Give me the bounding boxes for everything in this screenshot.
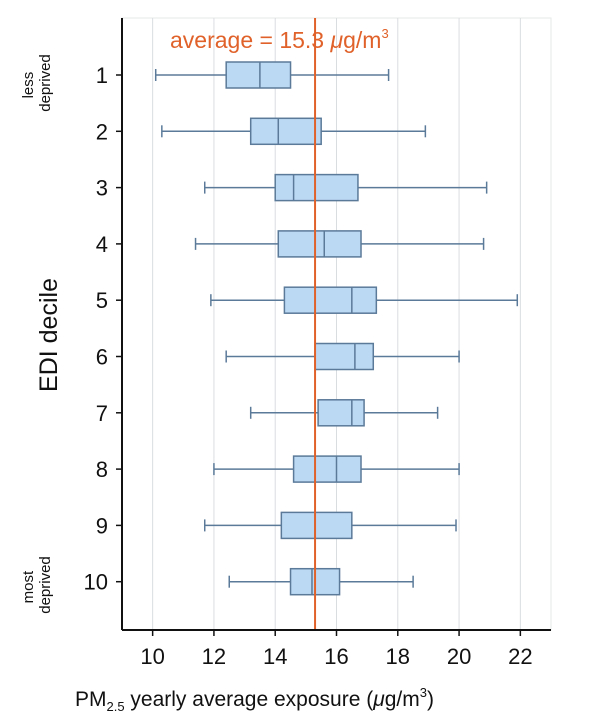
box-3	[274, 173, 359, 202]
y-tick-label-6: 6	[96, 345, 108, 370]
side-label-bottom: most deprived	[20, 556, 54, 614]
side-label-bottom-line1: most	[20, 570, 37, 603]
box-7	[317, 399, 365, 427]
side-label-top: less deprived	[20, 54, 54, 112]
x-label-mu: μ	[372, 688, 385, 711]
box-9	[280, 511, 353, 540]
box-group-7	[249, 399, 439, 427]
average-label-unit: g/m	[343, 27, 381, 53]
side-label-bottom-line2: deprived	[37, 556, 54, 614]
x-label-unit: g/m	[385, 688, 420, 711]
x-tick-label-18: 18	[386, 644, 410, 669]
x-axis-label: PM2.5 yearly average exposure (μg/m3)	[75, 685, 434, 714]
average-label: average = 15.3 μg/m3	[170, 26, 389, 53]
x-label-subscript: 2.5	[107, 699, 125, 714]
x-label-sup: 3	[420, 685, 427, 700]
y-tick-label-3: 3	[96, 176, 108, 201]
x-label-prefix: PM	[75, 688, 107, 711]
box-group-1	[154, 61, 390, 89]
average-label-prefix: average = 15.3	[170, 27, 330, 53]
box-2	[249, 117, 322, 146]
y-tick-label-4: 4	[96, 232, 108, 257]
y-tick-label-5: 5	[96, 288, 108, 313]
box-group-4	[194, 230, 485, 258]
average-label-sup: 3	[381, 26, 388, 41]
box-1	[225, 61, 292, 89]
average-label-mu: μ	[329, 27, 343, 53]
y-tick-label-10: 10	[84, 570, 108, 595]
x-label-suffix: yearly average exposure (	[125, 688, 374, 711]
x-tick-label-12: 12	[202, 644, 226, 669]
side-label-top-line2: deprived	[37, 54, 54, 112]
box-group-6	[225, 342, 460, 371]
box-group-5	[210, 286, 519, 314]
box-5	[283, 286, 378, 314]
y-tick-label-9: 9	[96, 513, 108, 538]
y-tick-label-8: 8	[96, 457, 108, 482]
y-axis-label: EDI decile	[35, 278, 63, 392]
x-tick-label-16: 16	[324, 644, 348, 669]
box-group-3	[203, 173, 488, 202]
x-tick-label-10: 10	[140, 644, 164, 669]
labels: EDI decile less deprived most deprived P…	[20, 26, 434, 714]
x-tick-label-14: 14	[263, 644, 287, 669]
y-tick-label-7: 7	[96, 401, 108, 426]
y-tick-label-1: 1	[96, 63, 108, 88]
box-group-8	[213, 455, 460, 483]
box-8	[292, 455, 362, 483]
side-label-top-line1: less	[20, 72, 37, 99]
x-label-close: )	[427, 688, 434, 711]
x-tick-label-20: 20	[447, 644, 471, 669]
box-4	[277, 230, 362, 258]
x-tick-label-22: 22	[508, 644, 532, 669]
box-6	[314, 342, 375, 371]
box-group-2	[161, 117, 427, 146]
y-tick-label-2: 2	[96, 119, 108, 144]
